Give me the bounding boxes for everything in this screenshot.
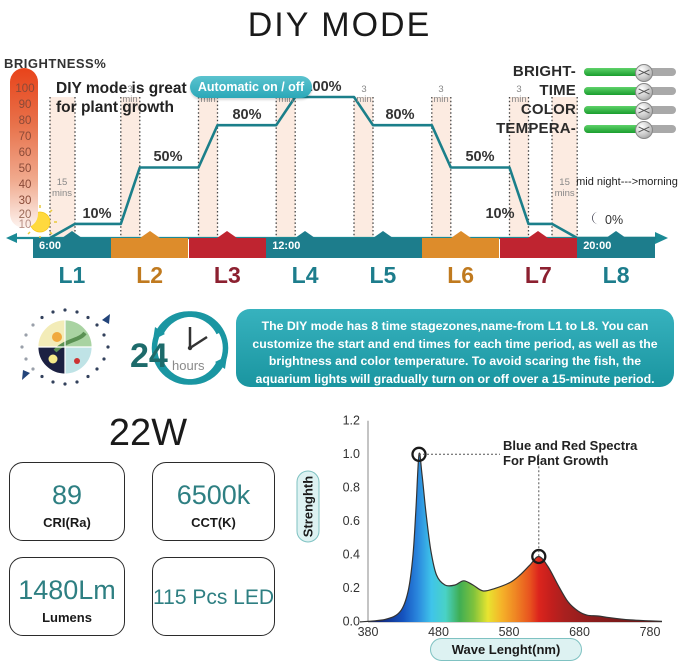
svg-text:780: 780 (640, 625, 661, 639)
svg-text:580: 580 (499, 625, 520, 639)
svg-text:1.0: 1.0 (343, 447, 360, 461)
svg-text:1.2: 1.2 (343, 414, 360, 428)
svg-text:For Plant Growth: For Plant Growth (503, 453, 609, 468)
svg-text:15: 15 (559, 177, 570, 188)
svg-text:80: 80 (19, 115, 32, 127)
svg-text:30: 30 (19, 195, 32, 207)
svg-text:Blue and Red Spectra: Blue and Red Spectra (503, 438, 638, 453)
svg-text:90: 90 (19, 99, 32, 111)
svg-text:50%: 50% (465, 149, 494, 165)
svg-text:0.8: 0.8 (343, 481, 360, 495)
svg-text:mid night--->morning: mid night--->morning (576, 176, 678, 188)
svg-text:mins: mins (555, 188, 575, 199)
svg-text:min: min (356, 94, 371, 105)
svg-text:10: 10 (19, 219, 32, 231)
svg-text:10%: 10% (82, 206, 111, 222)
svg-text:50: 50 (19, 163, 32, 175)
svg-text:min: min (433, 94, 448, 105)
svg-text:mins: mins (52, 188, 72, 199)
svg-text:480: 480 (428, 625, 449, 639)
svg-text:0.2: 0.2 (343, 581, 360, 595)
svg-text:10%: 10% (485, 206, 514, 222)
svg-text:50%: 50% (153, 149, 182, 165)
svg-text:80%: 80% (385, 107, 414, 123)
svg-text:80%: 80% (232, 107, 261, 123)
svg-text:0.6: 0.6 (343, 514, 360, 528)
svg-text:0.4: 0.4 (343, 548, 360, 562)
svg-text:0%: 0% (605, 213, 623, 227)
svg-text:40: 40 (19, 179, 32, 191)
svg-text:680: 680 (569, 625, 590, 639)
svg-text:380: 380 (358, 625, 379, 639)
svg-text:70: 70 (19, 131, 32, 143)
svg-text:15: 15 (57, 177, 68, 188)
svg-text:60: 60 (19, 147, 32, 159)
svg-text:100: 100 (15, 83, 34, 95)
